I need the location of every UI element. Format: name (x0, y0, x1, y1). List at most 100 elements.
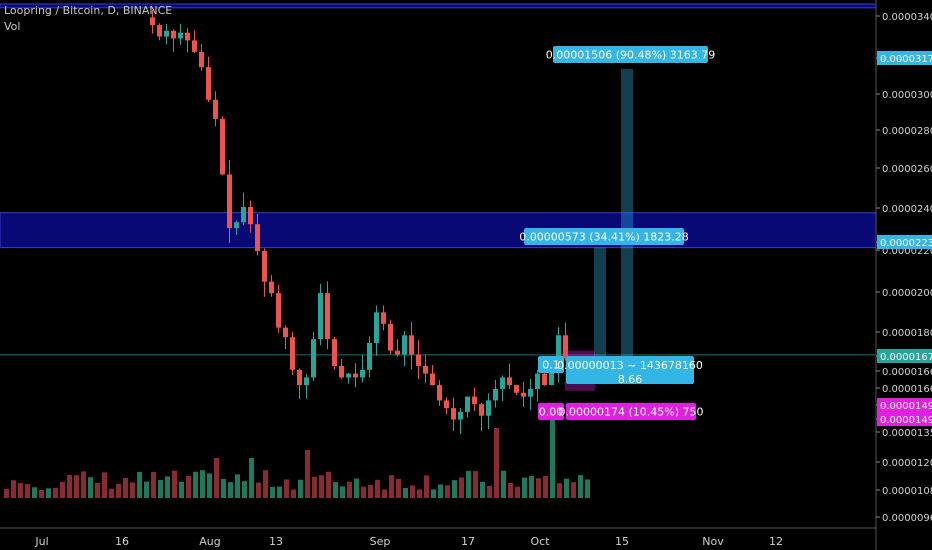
candle[interactable] (423, 365, 428, 374)
candle[interactable] (521, 392, 526, 397)
volume-bar (116, 483, 121, 498)
measure-label-1[interactable]: 0.00001506 (90.48%) 3163.79 (546, 46, 716, 63)
time-axis[interactable]: Jul 16 Aug 13 Sep 17 Oct 15 Nov 12 (0, 527, 876, 548)
candle[interactable] (178, 32, 183, 39)
volume-bar (298, 479, 303, 498)
candle[interactable] (332, 339, 337, 366)
candle[interactable] (206, 67, 211, 100)
candle[interactable] (444, 400, 449, 409)
candle[interactable] (535, 373, 540, 389)
volume-bar (102, 472, 107, 498)
volume-bar (333, 482, 338, 498)
volume-bar (550, 413, 555, 498)
candle[interactable] (458, 411, 463, 420)
candle[interactable] (528, 388, 533, 397)
candle[interactable] (472, 396, 477, 405)
candle[interactable] (192, 40, 197, 52)
candle[interactable] (479, 404, 484, 416)
candle[interactable] (248, 206, 253, 225)
volume-bar (228, 482, 233, 498)
candle[interactable] (500, 377, 505, 389)
candle[interactable] (311, 339, 316, 378)
candle[interactable] (367, 342, 372, 370)
volume-bar (25, 484, 30, 498)
candle[interactable] (563, 335, 568, 359)
candle[interactable] (437, 385, 442, 401)
price-tick-label: 0.00002200 (882, 246, 932, 257)
candle[interactable] (304, 377, 309, 386)
measure-label-4-short[interactable]: 0.00 (538, 403, 564, 420)
volume-bar (578, 475, 583, 498)
candle[interactable] (234, 222, 239, 229)
candle[interactable] (430, 373, 435, 386)
candle[interactable] (185, 32, 190, 41)
candle[interactable] (507, 377, 512, 386)
price-badge[interactable]: 0.00002238 (877, 235, 932, 249)
volume-bar (123, 477, 128, 498)
volume-bar (46, 488, 51, 498)
candle[interactable] (241, 206, 246, 223)
price-badge[interactable]: 0.00001678 (877, 349, 932, 363)
candle[interactable] (276, 293, 281, 328)
candle[interactable] (318, 293, 323, 340)
price-badge[interactable]: 0.00001491 (877, 412, 932, 426)
measure-label-4[interactable]: 0.00000174 (10.45%) 750 (559, 403, 704, 420)
candle[interactable] (556, 335, 561, 370)
candle[interactable] (290, 337, 295, 370)
volume-bar (144, 481, 149, 498)
candle[interactable] (353, 373, 358, 378)
measurement-layer[interactable]: 0.00001506 (90.48%) 3163.79 0.00000573 (3… (519, 46, 715, 420)
candle[interactable] (227, 174, 232, 229)
measure-label-2[interactable]: 0.00000573 (34.41%) 1823.28 (519, 228, 689, 245)
candle[interactable] (416, 354, 421, 366)
price-badge-label: 0.00001491 (880, 415, 932, 426)
volume-bar (564, 478, 569, 498)
candle[interactable] (325, 293, 330, 340)
candle[interactable] (346, 373, 351, 378)
chart-title: Loopring / Bitcoin, D, BINANCE (4, 4, 173, 17)
candle[interactable] (402, 335, 407, 355)
candle[interactable] (360, 369, 365, 378)
candle[interactable] (220, 118, 225, 175)
candle[interactable] (451, 408, 456, 420)
candle[interactable] (514, 385, 519, 393)
candle[interactable] (199, 51, 204, 68)
volume-bar (389, 475, 394, 498)
candle[interactable] (409, 335, 414, 355)
volume-bar (410, 485, 415, 498)
volume-bar (249, 458, 254, 498)
price-badge[interactable]: 0.00001491 (877, 398, 932, 412)
measure-label-1-text: 0.00001506 (90.48%) 3163.79 (546, 49, 716, 62)
resistance-zone[interactable] (0, 212, 877, 249)
candle[interactable] (486, 400, 491, 416)
candle[interactable] (157, 25, 162, 37)
candle[interactable] (297, 369, 302, 386)
time-axis-label: 16 (115, 535, 129, 548)
candle[interactable] (269, 281, 274, 294)
candle[interactable] (395, 350, 400, 355)
volume-bar (179, 481, 184, 498)
candle[interactable] (381, 312, 386, 324)
time-axis-label: 15 (615, 535, 629, 548)
candle[interactable] (388, 323, 393, 351)
candle[interactable] (150, 17, 155, 26)
measure-label-3-short[interactable]: 0.1 (538, 356, 564, 373)
candle[interactable] (549, 369, 554, 386)
candle[interactable] (542, 373, 547, 386)
candle[interactable] (339, 365, 344, 378)
candle[interactable] (171, 30, 176, 39)
candle[interactable] (374, 312, 379, 343)
candle[interactable] (213, 99, 218, 119)
candle[interactable] (262, 251, 267, 282)
candle[interactable] (255, 224, 260, 252)
price-axis[interactable]: 0.00003400 0.00003171 0.00003000 0.00002800… (875, 0, 932, 550)
candle[interactable] (465, 396, 470, 412)
volume-bar (375, 479, 380, 498)
candles-layer[interactable] (150, 9, 568, 435)
candle[interactable] (164, 30, 169, 37)
candle[interactable] (283, 327, 288, 338)
candle[interactable] (493, 388, 498, 401)
price-badge[interactable]: 0.00003171 (877, 51, 932, 65)
